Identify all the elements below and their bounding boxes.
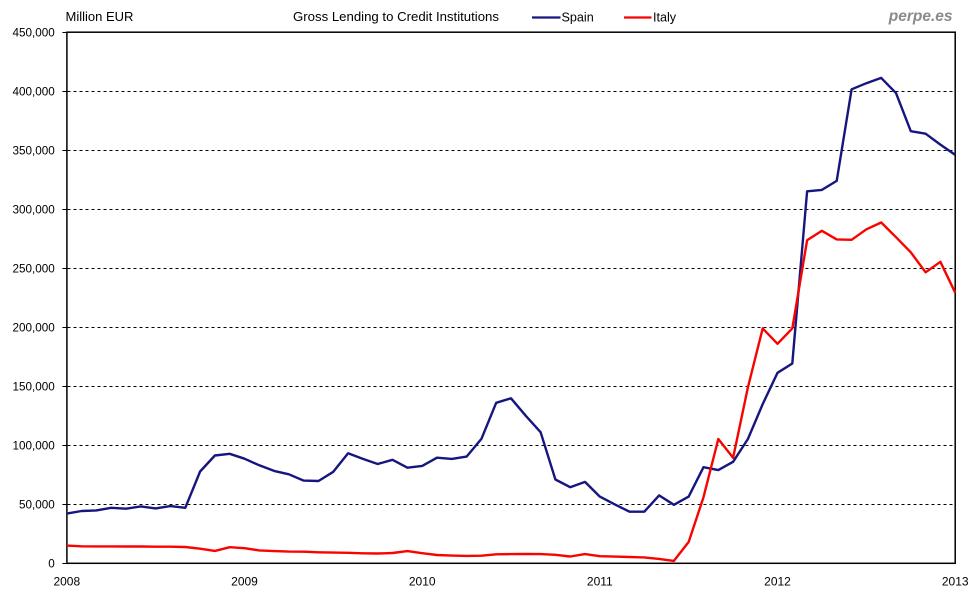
svg-text:2009: 2009 [231,574,258,588]
svg-text:2011: 2011 [587,574,613,588]
svg-text:perpe.es: perpe.es [888,8,953,25]
svg-text:150,000: 150,000 [13,381,56,394]
svg-text:250,000: 250,000 [13,263,56,276]
svg-text:200,000: 200,000 [13,322,56,335]
svg-text:Italy: Italy [653,10,677,24]
svg-text:50,000: 50,000 [19,499,55,512]
svg-text:2012: 2012 [764,574,791,588]
svg-text:Spain: Spain [562,10,594,24]
svg-text:Million EUR: Million EUR [66,9,134,24]
svg-text:2013: 2013 [942,574,969,588]
svg-text:400,000: 400,000 [13,86,56,99]
svg-text:300,000: 300,000 [13,204,56,217]
svg-text:2010: 2010 [409,574,436,588]
svg-text:450,000: 450,000 [13,27,56,40]
svg-text:0: 0 [48,558,55,571]
svg-text:100,000: 100,000 [13,440,56,453]
svg-text:2008: 2008 [53,574,80,588]
svg-text:350,000: 350,000 [13,145,56,158]
svg-text:Gross Lending to Credit Instit: Gross Lending to Credit Institutions [293,9,499,24]
